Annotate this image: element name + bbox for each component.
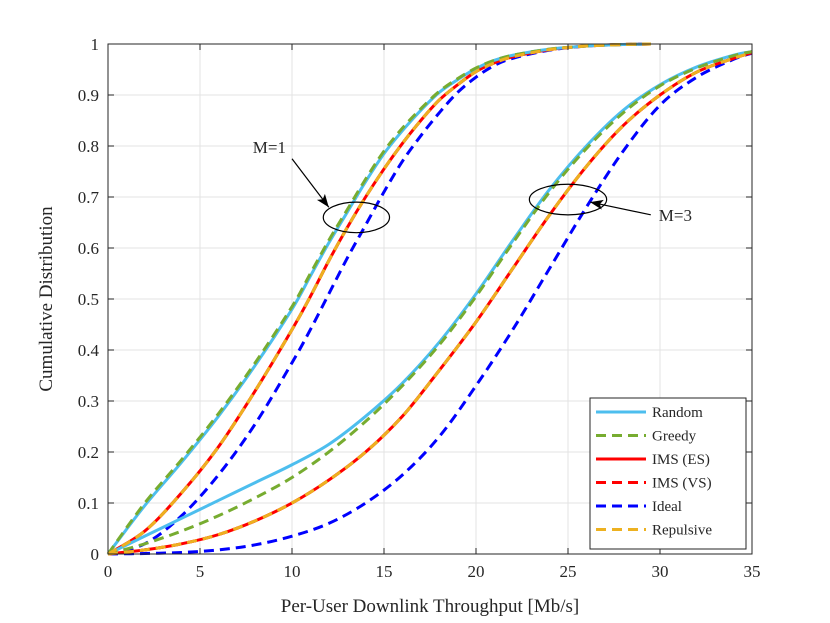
annotation-ellipse [528, 183, 608, 216]
x-tick-label: 0 [104, 562, 113, 581]
series-line-repulsive-m3 [107, 51, 753, 556]
legend-label: IMS (VS) [652, 476, 712, 492]
y-tick-label: 1 [91, 35, 100, 54]
annotation-arrow [589, 201, 651, 216]
legend-label: Random [652, 405, 703, 421]
legend: Random Greedy IMS (ES) IMS (VS) Ideal Repulsi… [589, 397, 747, 550]
y-axis-label: Cumulative Distribution [36, 206, 57, 392]
y-tick-label: 0.7 [78, 188, 100, 207]
legend-label: Greedy [652, 429, 697, 445]
annotation-ellipse [322, 201, 391, 234]
series-line-greedy-m3 [107, 50, 753, 556]
axis-ticks: 0 5 10 15 20 25 30 35 0 0.1 0.2 0.3 0.4 0.5 0.6 0.7 0.8 0… [78, 35, 761, 581]
series-line-greedy-m1 [106, 42, 651, 555]
x-axis-label: Per-User Downlink Throughput [Mb/s] [281, 596, 580, 617]
annotation-arrowhead [590, 199, 604, 210]
x-tick-label: 10 [284, 562, 301, 581]
y-tick-label: 0.9 [78, 86, 99, 105]
x-tick-label: 5 [196, 562, 205, 581]
legend-label: Ideal [652, 499, 682, 515]
y-tick-label: 0.2 [78, 443, 99, 462]
x-tick-label: 30 [652, 562, 669, 581]
y-tick-label: 0.1 [78, 494, 99, 513]
annotation-label: M=1 [253, 138, 286, 157]
annotation-arrow [291, 158, 330, 208]
legend-label: Repulsive [652, 523, 712, 539]
series-line-ideal-m3 [107, 51, 753, 556]
x-tick-label: 25 [560, 562, 577, 581]
legend-label: IMS (ES) [652, 452, 710, 468]
annotation-label: M=3 [659, 206, 692, 225]
x-tick-label: 35 [744, 562, 761, 581]
y-tick-label: 0.6 [78, 239, 99, 258]
y-tick-label: 0.5 [78, 290, 99, 309]
annotations: M=1 M=3 [253, 138, 692, 234]
y-tick-label: 0.8 [78, 137, 99, 156]
y-tick-label: 0.4 [78, 341, 100, 360]
x-tick-label: 20 [468, 562, 485, 581]
y-tick-label: 0 [91, 545, 100, 564]
x-tick-label: 15 [376, 562, 393, 581]
y-tick-label: 0.3 [78, 392, 99, 411]
series-lines [106, 42, 753, 556]
annotation-arrowhead [316, 193, 329, 208]
legend-box [589, 397, 747, 550]
